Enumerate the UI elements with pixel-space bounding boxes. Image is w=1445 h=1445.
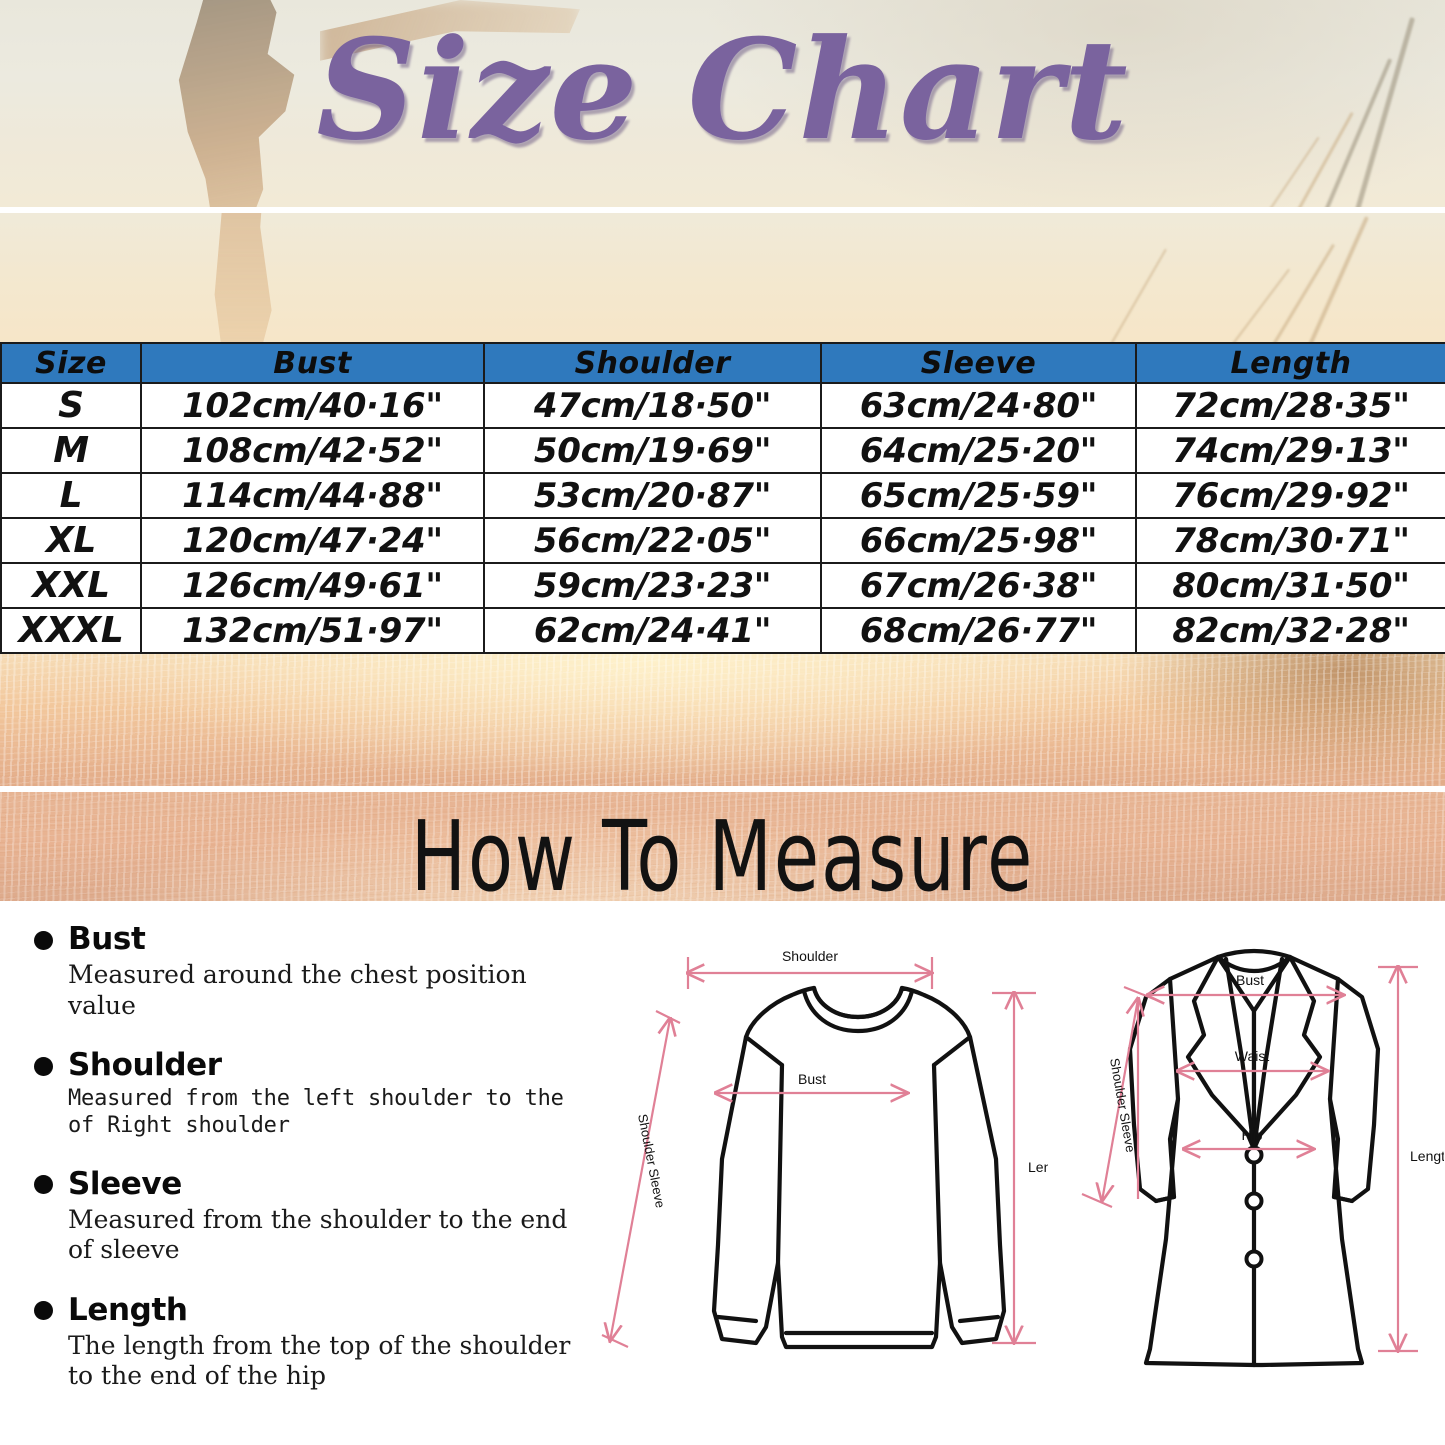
- cell-size: M: [0, 427, 142, 474]
- list-item: Length The length from the top of the sh…: [34, 1292, 594, 1392]
- cell-bust: 102cm/40·16": [140, 382, 485, 429]
- measure-definitions-list: Bust Measured around the chest position …: [34, 921, 594, 1418]
- table-row: XXL 126cm/49·61" 59cm/23·23" 67cm/26·38"…: [0, 562, 1445, 609]
- col-header-sleeve: Sleeve: [820, 342, 1137, 384]
- coat-diagram: Bust Waist Hip Shoulder Sleeve: [1066, 939, 1444, 1391]
- measure-description: Measured from the left shoulder to the o…: [68, 1086, 564, 1138]
- bullet-dot-icon: [34, 1175, 53, 1195]
- cell-shoulder: 62cm/24·41": [483, 607, 822, 654]
- list-item: Bust Measured around the chest position …: [34, 921, 594, 1021]
- table-row: M 108cm/42·52" 50cm/19·69" 64cm/25·20" 7…: [0, 427, 1445, 474]
- page-title: Size Chart: [316, 8, 1129, 171]
- cell-bust: 108cm/42·52": [140, 427, 485, 474]
- size-table: Size Bust Shoulder Sleeve Length S 102cm…: [0, 342, 1445, 654]
- measure-name: Sleeve: [68, 1165, 182, 1202]
- cell-bust: 114cm/44·88": [140, 472, 485, 519]
- table-header-row: Size Bust Shoulder Sleeve Length: [0, 342, 1445, 384]
- label-shoulder: Shoulder: [782, 948, 838, 964]
- cell-shoulder: 50cm/19·69": [483, 427, 822, 474]
- cell-length: 78cm/30·71": [1135, 517, 1445, 564]
- grass-stalk-icon: [1105, 248, 1167, 342]
- cell-size: XXL: [0, 562, 142, 609]
- measure-description: The length from the top of the shoulder …: [68, 1330, 571, 1391]
- measure-name: Length: [68, 1291, 188, 1328]
- list-item: Shoulder Measured from the left shoulder…: [34, 1047, 594, 1140]
- cell-sleeve: 67cm/26·38": [820, 562, 1137, 609]
- cell-sleeve: 64cm/25·20": [820, 427, 1137, 474]
- col-header-size: Size: [0, 342, 142, 384]
- cell-sleeve: 68cm/26·77": [820, 607, 1137, 654]
- cell-shoulder: 47cm/18·50": [483, 382, 822, 429]
- cyclist-silhouette-lower: [214, 213, 272, 342]
- col-header-length: Length: [1135, 342, 1445, 384]
- hero-banner: Size Chart: [0, 0, 1445, 207]
- table-row: XL 120cm/47·24" 56cm/22·05" 66cm/25·98" …: [0, 517, 1445, 564]
- hero-banner-lower: [0, 213, 1445, 342]
- label-shoulder-sleeve: Shoulder Sleeve: [635, 1113, 668, 1210]
- label-length: Length: [1028, 1159, 1048, 1175]
- label-length: Length: [1410, 1148, 1444, 1164]
- coat-button-icon: [1244, 1191, 1264, 1211]
- label-hip: Hip: [1241, 1127, 1262, 1143]
- coat-button-icon: [1244, 1249, 1264, 1269]
- divider: [0, 901, 1445, 907]
- col-header-bust: Bust: [140, 342, 485, 384]
- cell-length: 82cm/32·28": [1135, 607, 1445, 654]
- measure-name: Bust: [68, 921, 146, 957]
- cell-bust: 126cm/49·61": [140, 562, 485, 609]
- table-row: S 102cm/40·16" 47cm/18·50" 63cm/24·80" 7…: [0, 382, 1445, 429]
- label-bust: Bust: [1236, 972, 1264, 988]
- grass-stalk-icon: [1255, 243, 1336, 342]
- col-header-shoulder: Shoulder: [483, 342, 822, 384]
- label-bust: Bust: [798, 1071, 826, 1087]
- sweatshirt-diagram: Shoulder Bust Shoulder Sleeve: [596, 945, 1048, 1385]
- water-sparkle-texture: [0, 792, 1445, 901]
- measure-description: Measured around the chest position value: [68, 960, 527, 1020]
- bullet-dot-icon: [34, 1056, 53, 1076]
- table-row: XXXL 132cm/51·97" 62cm/24·41" 68cm/26·77…: [0, 607, 1445, 654]
- how-to-measure-section: Bust Measured around the chest position …: [0, 907, 1445, 1445]
- cell-shoulder: 59cm/23·23": [483, 562, 822, 609]
- bullet-dot-icon: [34, 930, 53, 950]
- cell-length: 74cm/29·13": [1135, 427, 1445, 474]
- grass-stalk-icon: [1210, 268, 1291, 342]
- cell-length: 76cm/29·92": [1135, 472, 1445, 519]
- cell-bust: 132cm/51·97": [140, 607, 485, 654]
- how-to-measure-band: How To Measure: [0, 792, 1445, 901]
- cell-size: XXXL: [0, 607, 142, 654]
- cell-size: XL: [0, 517, 142, 564]
- cell-length: 80cm/31·50": [1135, 562, 1445, 609]
- size-table-wrap: Size Bust Shoulder Sleeve Length S 102cm…: [0, 342, 1445, 654]
- bullet-dot-icon: [34, 1301, 53, 1321]
- divider: [0, 207, 1445, 213]
- list-item: Sleeve Measured from the shoulder to the…: [34, 1166, 594, 1266]
- label-waist: Waist: [1235, 1048, 1270, 1064]
- table-row: L 114cm/44·88" 53cm/20·87" 65cm/25·59" 7…: [0, 472, 1445, 519]
- measure-name: Shoulder: [68, 1047, 222, 1083]
- cell-sleeve: 63cm/24·80": [820, 382, 1137, 429]
- measure-description: Measured from the shoulder to the end of…: [68, 1204, 568, 1265]
- cell-length: 72cm/28·35": [1135, 382, 1445, 429]
- cell-sleeve: 66cm/25·98": [820, 517, 1137, 564]
- cell-sleeve: 65cm/25·59": [820, 472, 1137, 519]
- sunset-band: [0, 654, 1445, 786]
- divider: [0, 786, 1445, 792]
- cell-size: L: [0, 472, 142, 519]
- cell-size: S: [0, 382, 142, 429]
- cell-shoulder: 56cm/22·05": [483, 517, 822, 564]
- cell-bust: 120cm/47·24": [140, 517, 485, 564]
- cell-shoulder: 53cm/20·87": [483, 472, 822, 519]
- how-to-measure-title: How To Measure: [410, 799, 1035, 901]
- water-sparkle-texture: [0, 654, 1445, 786]
